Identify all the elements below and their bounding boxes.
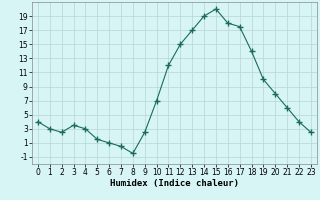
X-axis label: Humidex (Indice chaleur): Humidex (Indice chaleur) — [110, 179, 239, 188]
